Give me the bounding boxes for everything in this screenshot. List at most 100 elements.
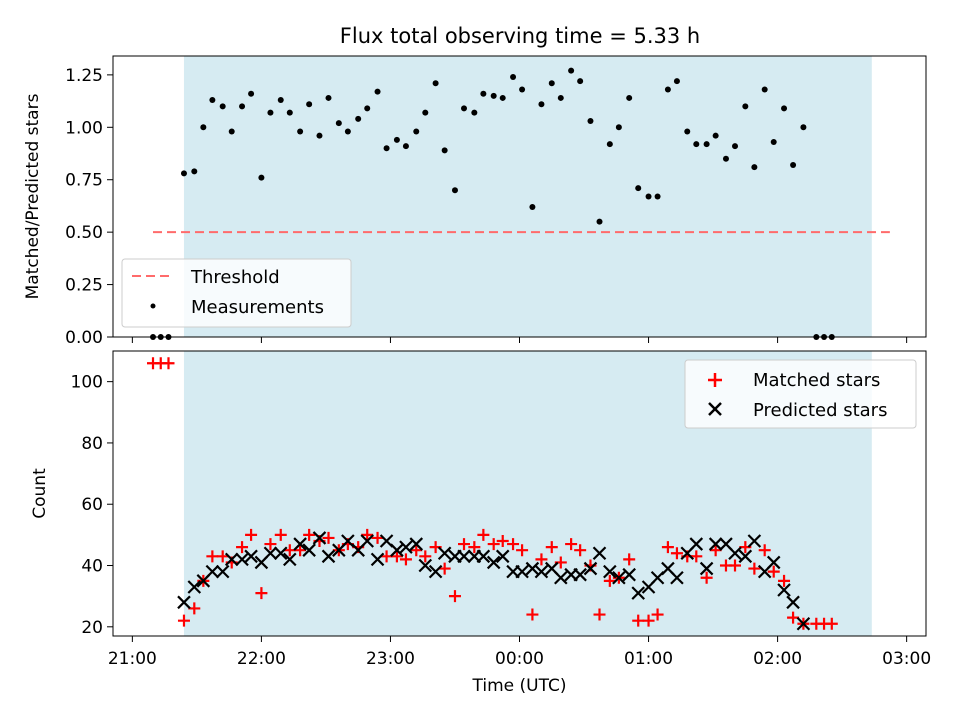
measurement-point	[568, 67, 575, 74]
matched-star-point	[264, 538, 277, 551]
predicted-star-point	[399, 540, 413, 554]
measurement-point	[364, 105, 371, 112]
matched-star-point	[371, 531, 384, 544]
measurement-point	[490, 92, 497, 99]
measurement-point	[770, 138, 777, 145]
matched-star-point	[177, 614, 190, 627]
measurement-point	[529, 203, 536, 210]
measurement-point	[781, 105, 788, 112]
matched-star-point	[487, 538, 500, 551]
matched-star-point	[767, 565, 780, 578]
bottom-x-tick-label: 22:00	[237, 649, 286, 669]
predicted-star-point	[244, 549, 258, 564]
measurement-point	[191, 168, 198, 175]
predicted-star-point	[293, 537, 307, 551]
predicted-star-point	[428, 564, 443, 579]
measurement-point	[209, 97, 216, 104]
measurement-point	[684, 128, 691, 135]
predicted-star-point	[187, 580, 202, 594]
bottom-y-tick-label: 100	[71, 373, 103, 393]
measurement-point	[402, 143, 409, 150]
bottom-panel: 20 40 60 80 100 21:00 22:00 23:00 00:00 01:00 02:…	[30, 350, 931, 696]
top-y-tick-label: 0.75	[65, 171, 103, 191]
matched-star-point	[526, 608, 539, 621]
top-legend: Threshold Measurements	[121, 258, 352, 328]
matched-star-point	[399, 553, 412, 566]
matched-star-point	[274, 528, 287, 541]
matched-star-point	[661, 541, 674, 554]
matched-star-point	[468, 541, 481, 554]
matched-star-point	[390, 550, 403, 563]
top-axes-frame	[112, 55, 927, 338]
matched-star-point	[758, 544, 771, 557]
matched-star-point	[700, 571, 713, 584]
bottom-x-tick-label: 23:00	[366, 649, 415, 669]
measurement-point	[732, 143, 739, 150]
chart-title: Flux total observing time = 5.33 h	[340, 24, 700, 48]
measurement-point	[306, 101, 313, 108]
measurement-point	[413, 128, 420, 135]
predicted-star-point	[360, 534, 375, 548]
legend-predicted-label: Predicted stars	[753, 400, 887, 421]
bottom-x-tick-label: 02:00	[753, 649, 802, 669]
predicted-star-point	[592, 546, 607, 561]
matched-star-point	[545, 541, 558, 554]
predicted-star-point	[215, 564, 230, 579]
measurement-point	[548, 80, 555, 87]
bottom-y-ticks: 20 40 60 80 100	[71, 373, 113, 638]
top-x-ticks	[131, 337, 908, 343]
predicted-star-point	[554, 570, 568, 585]
matched-star-point	[574, 544, 587, 557]
matched-star-point	[206, 550, 219, 563]
measurement-point	[673, 78, 680, 85]
matched-star-point	[245, 528, 258, 541]
top-y-tick-label: 0.00	[65, 328, 103, 348]
measurement-point	[480, 90, 487, 97]
bottom-x-tick-label: 21:00	[108, 649, 157, 669]
predicted-star-point	[370, 552, 385, 567]
measurement-point	[577, 78, 584, 85]
predicted-star-point	[302, 543, 316, 557]
predicted-star-point	[515, 564, 529, 579]
measurement-point	[277, 97, 284, 104]
matched-star-point	[255, 587, 268, 600]
bottom-x-label: Time (UTC)	[472, 676, 567, 696]
measurement-point	[510, 73, 517, 80]
measurement-point	[248, 90, 255, 97]
predicted-star-point	[437, 546, 452, 561]
measurement-point	[219, 103, 226, 110]
top-y-tick-label: 1.25	[65, 66, 103, 86]
matched-star-point	[294, 544, 307, 557]
measurement-point	[228, 128, 235, 135]
predicted-star-point	[409, 537, 424, 551]
bottom-x-ticks: 21:00 22:00 23:00 00:00 01:00 02:00 03:00	[108, 636, 931, 669]
predicted-star-point	[631, 586, 646, 600]
predicted-star-point	[457, 549, 471, 564]
measurement-point	[606, 141, 613, 148]
measurement-point	[374, 88, 381, 95]
measurement-point	[587, 118, 594, 125]
measurement-point	[200, 124, 207, 131]
predicted-star-point	[796, 616, 811, 631]
matched-star-point	[565, 538, 578, 551]
predicted-star-point	[263, 546, 278, 561]
matched-star-point	[322, 531, 335, 544]
measurement-point	[451, 187, 458, 194]
matched-star-point	[709, 544, 722, 557]
matched-star-point	[361, 528, 374, 541]
top-y-tick-label: 1.00	[65, 118, 103, 138]
matched-star-point	[787, 611, 800, 624]
measurement-point	[538, 101, 545, 108]
legend-measurements-swatch	[150, 303, 156, 309]
matched-star-point	[603, 574, 616, 587]
measurement-point	[519, 86, 526, 93]
measurement-point	[355, 115, 362, 122]
measurement-point	[693, 141, 700, 148]
measurement-point	[471, 109, 478, 116]
bottom-legend-box	[684, 359, 917, 429]
measurement-point	[344, 128, 351, 135]
legend-measurements-label: Measurements	[191, 297, 324, 318]
measurement-point	[461, 105, 468, 112]
predicted-star-point	[235, 552, 249, 567]
predicted-star-point	[312, 531, 327, 545]
